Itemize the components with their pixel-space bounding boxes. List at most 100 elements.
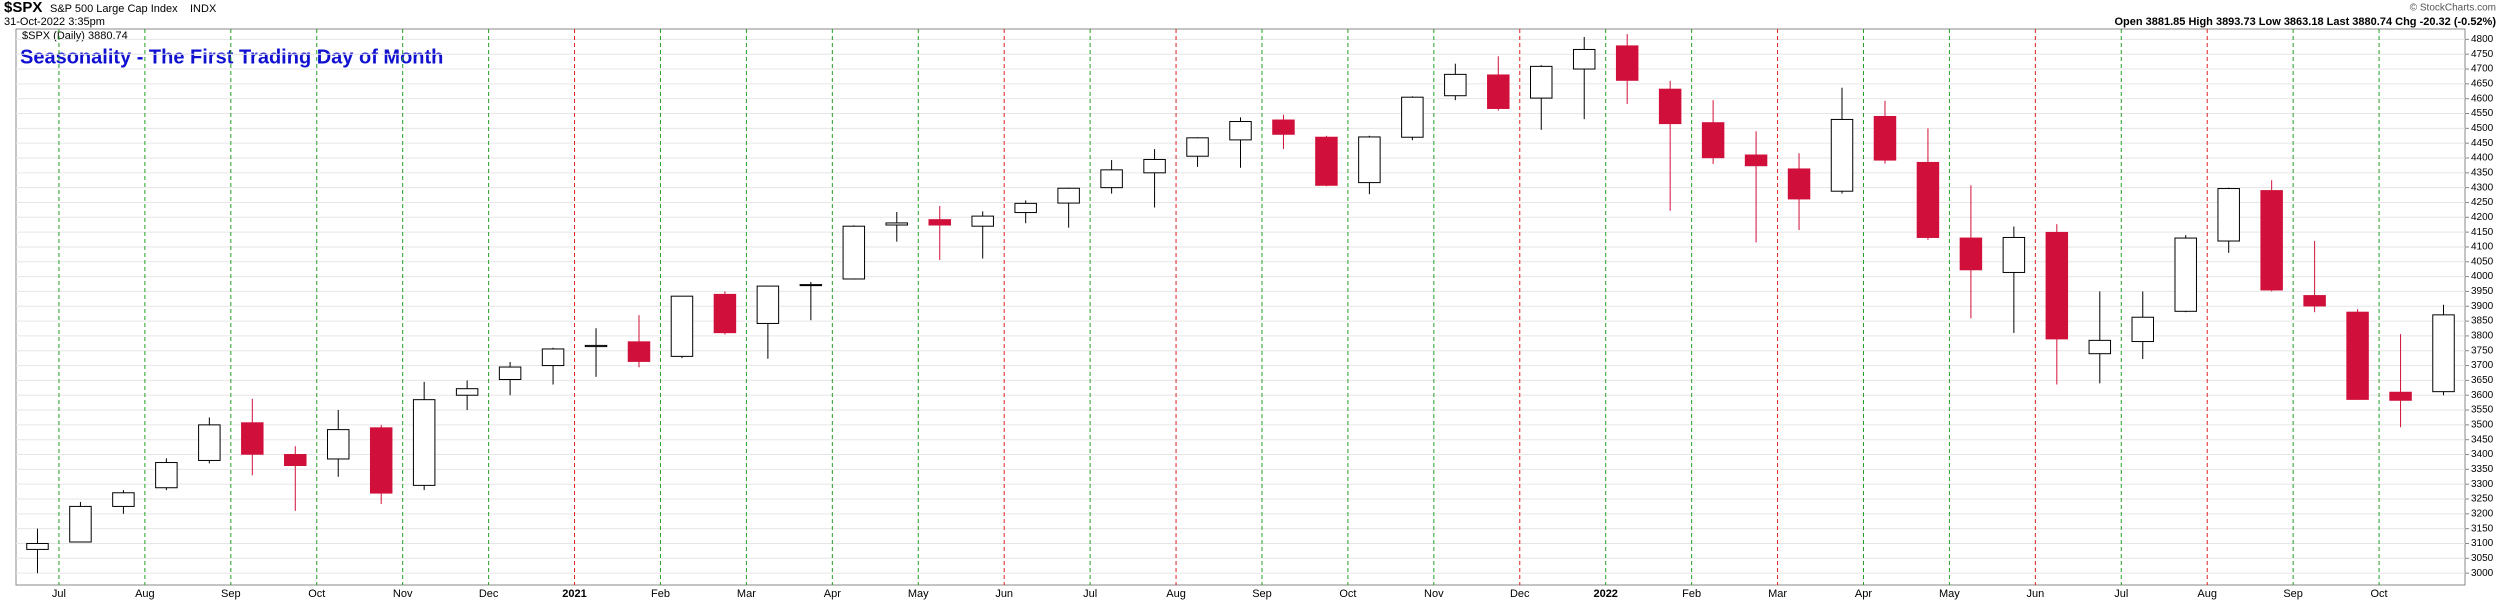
x-tick-label: Jul xyxy=(52,588,66,600)
candle-body xyxy=(2432,314,2455,393)
candle-body xyxy=(1401,96,1424,138)
x-tick-label: Jun xyxy=(995,588,1013,600)
candle-body xyxy=(1057,187,1080,204)
y-tick-label: 4350 xyxy=(2471,167,2494,178)
y-tick-label: 3450 xyxy=(2471,434,2494,445)
x-tick-label: Apr xyxy=(824,588,841,600)
candle-body xyxy=(584,344,608,348)
y-tick-label: 3250 xyxy=(2471,494,2494,505)
candle-body xyxy=(2002,236,2026,273)
y-tick-label: 3150 xyxy=(2471,523,2494,534)
candle-body xyxy=(2217,188,2240,242)
candle-body xyxy=(627,341,651,362)
x-tick-label: 2021 xyxy=(562,588,586,600)
candle-body xyxy=(928,219,951,226)
candle-body xyxy=(971,215,994,227)
candle-body xyxy=(885,222,909,226)
candle-body xyxy=(541,348,565,367)
x-tick-label: Nov xyxy=(393,588,413,600)
y-tick-label: 4300 xyxy=(2471,182,2494,193)
candle-body xyxy=(1873,115,1897,161)
y-tick-label: 4450 xyxy=(2471,138,2494,149)
candle-body xyxy=(1229,121,1252,141)
candle-body xyxy=(1701,122,1725,159)
y-tick-label: 3500 xyxy=(2471,420,2494,431)
y-tick-label: 4700 xyxy=(2471,64,2494,75)
candle-body xyxy=(26,542,49,550)
candle-body xyxy=(2045,231,2069,340)
candle-body xyxy=(2303,295,2326,307)
x-tick-label: Jun xyxy=(2026,588,2044,600)
candle-body xyxy=(2131,316,2155,343)
candle-body xyxy=(2389,391,2412,401)
candle-body xyxy=(284,454,307,466)
x-tick-label: Mar xyxy=(737,588,756,600)
timestamp: 31-Oct-2022 3:35pm xyxy=(4,16,105,28)
y-tick-label: 3200 xyxy=(2471,508,2494,519)
y-tick-label: 3400 xyxy=(2471,449,2494,460)
candle-body xyxy=(1014,202,1037,214)
x-tick-label: Nov xyxy=(1424,588,1444,600)
y-tick-label: 4250 xyxy=(2471,197,2494,208)
candle-body xyxy=(1744,154,1768,167)
x-tick-label: Oct xyxy=(1339,588,1356,600)
candle-body xyxy=(241,422,264,455)
candle-body xyxy=(1572,48,1596,70)
y-tick-label: 3900 xyxy=(2471,301,2494,312)
x-tick-label: Feb xyxy=(1682,588,1701,600)
chart-title: Seasonality - The First Trading Day of M… xyxy=(20,46,443,68)
y-tick-label: 3550 xyxy=(2471,405,2494,416)
candle-body xyxy=(756,285,780,324)
x-tick-label: Jul xyxy=(1083,588,1097,600)
y-tick-label: 4200 xyxy=(2471,212,2494,223)
y-tick-label: 4150 xyxy=(2471,227,2494,238)
x-tick-label: Aug xyxy=(2197,588,2217,600)
x-tick-label: Dec xyxy=(1510,588,1530,600)
exchange: INDX xyxy=(190,3,217,15)
candle-body xyxy=(1444,73,1467,97)
candle-body xyxy=(1315,136,1338,186)
candle-body xyxy=(2174,237,2197,312)
y-tick-label: 4650 xyxy=(2471,78,2494,89)
y-tick-label: 3800 xyxy=(2471,331,2494,342)
y-tick-label: 4000 xyxy=(2471,271,2494,282)
x-tick-label: Dec xyxy=(479,588,499,600)
y-tick-label: 4500 xyxy=(2471,123,2494,134)
y-tick-label: 3000 xyxy=(2471,568,2494,579)
x-tick-label: Sep xyxy=(2283,588,2303,600)
quote: Open 3881.85 High 3893.73 Low 3863.18 La… xyxy=(2114,16,2496,28)
symbol: $SPX xyxy=(4,0,42,16)
candle-body xyxy=(1959,237,1983,271)
x-tick-label: Feb xyxy=(651,588,670,600)
x-tick-label: May xyxy=(908,588,929,600)
y-tick-label: 3300 xyxy=(2471,479,2494,490)
candle-body xyxy=(1272,119,1295,135)
candle-body xyxy=(1658,88,1682,125)
y-tick-label: 4750 xyxy=(2471,49,2494,60)
y-tick-label: 3350 xyxy=(2471,464,2494,475)
x-tick-label: Apr xyxy=(1855,588,1872,600)
y-tick-label: 4550 xyxy=(2471,108,2494,119)
candle-body xyxy=(498,366,522,381)
x-tick-label: Jul xyxy=(2114,588,2128,600)
x-tick-label: Aug xyxy=(1166,588,1186,600)
x-tick-label: Aug xyxy=(135,588,155,600)
y-tick-label: 3600 xyxy=(2471,390,2494,401)
candle-body xyxy=(455,388,479,396)
candle-body xyxy=(155,462,178,489)
plot-frame xyxy=(15,28,2466,586)
candle-body xyxy=(198,424,221,461)
candle-body xyxy=(2260,190,2283,291)
x-tick-label: Mar xyxy=(1768,588,1787,600)
y-tick-label: 3950 xyxy=(2471,286,2494,297)
y-tick-label: 3850 xyxy=(2471,316,2494,327)
candle-body xyxy=(842,225,866,280)
candle-body xyxy=(369,427,393,494)
candle-body xyxy=(326,429,350,460)
candle-body xyxy=(1358,136,1381,184)
x-tick-label: Sep xyxy=(1252,588,1272,600)
index-name: S&P 500 Large Cap Index xyxy=(50,3,178,15)
x-tick-label: May xyxy=(1939,588,1960,600)
candle-body xyxy=(1143,158,1166,174)
